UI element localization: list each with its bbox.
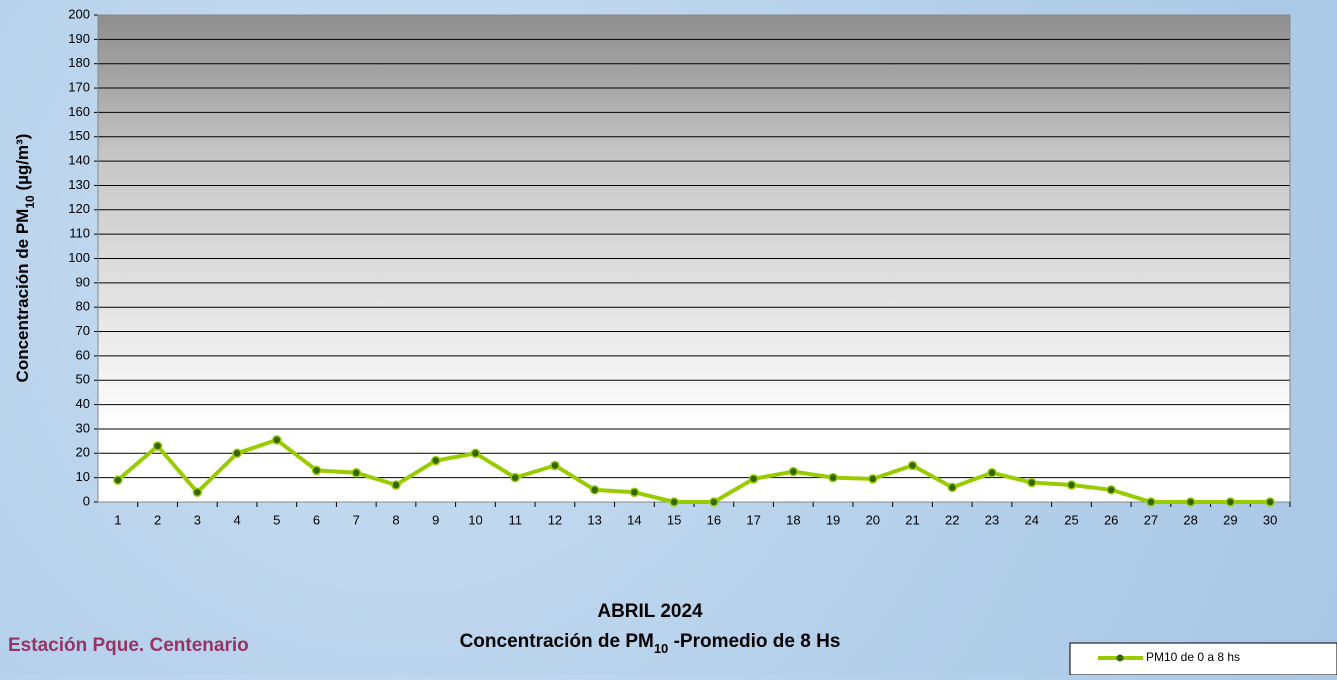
x-tick-label: 18 bbox=[786, 512, 800, 527]
x-tick-label: 15 bbox=[667, 512, 681, 527]
y-tick-label: 0 bbox=[83, 493, 90, 508]
point bbox=[232, 448, 242, 459]
point bbox=[1225, 497, 1236, 507]
x-tick-label: 9 bbox=[432, 512, 439, 527]
point bbox=[152, 441, 163, 451]
point bbox=[351, 468, 362, 478]
point bbox=[550, 460, 560, 471]
point bbox=[589, 485, 600, 495]
x-tick-label: 5 bbox=[273, 512, 280, 527]
point bbox=[868, 474, 878, 484]
x-tick-label: 20 bbox=[866, 512, 880, 527]
point bbox=[907, 460, 918, 471]
x-tick-label: 7 bbox=[353, 512, 360, 527]
x-tick-label: 2 bbox=[154, 512, 161, 527]
point bbox=[1106, 485, 1116, 495]
subtitle-part: -Promedio de 8 Hs bbox=[668, 631, 840, 652]
y-tick-label: 110 bbox=[69, 226, 90, 241]
y-tick-label: 60 bbox=[76, 347, 90, 362]
x-tick-label: 29 bbox=[1223, 512, 1237, 527]
x-tick-label: 28 bbox=[1183, 512, 1197, 527]
y-tick-label: 120 bbox=[68, 201, 90, 216]
point bbox=[748, 474, 759, 484]
y-tick-label: 200 bbox=[68, 6, 90, 21]
x-tick-label: 8 bbox=[392, 512, 399, 527]
y-tick-label: 130 bbox=[68, 177, 90, 192]
x-tick-label: 6 bbox=[313, 512, 320, 527]
point bbox=[1185, 497, 1196, 507]
annotation: Estación Pque. Centenario bbox=[8, 635, 249, 656]
subtitle-part: Concentración de PM bbox=[460, 631, 654, 652]
x-tick-label: 26 bbox=[1104, 512, 1118, 527]
point bbox=[947, 482, 958, 493]
y-tick-label: 150 bbox=[68, 128, 90, 143]
y-tick-label: 90 bbox=[76, 274, 90, 289]
legend-label: PM10 de 0 a 8 hs bbox=[1146, 650, 1240, 664]
x-tick-label: 14 bbox=[627, 512, 641, 527]
y-tick-label: 140 bbox=[68, 153, 90, 168]
point bbox=[510, 472, 520, 483]
point bbox=[788, 466, 799, 477]
point bbox=[987, 468, 997, 478]
point bbox=[113, 475, 123, 485]
point bbox=[311, 465, 322, 476]
x-tick-label: 4 bbox=[233, 512, 240, 527]
point bbox=[709, 497, 719, 507]
x-tick-label: 10 bbox=[468, 512, 482, 527]
y-tick-label: 40 bbox=[76, 396, 90, 411]
chart-title: ABRIL 2024 bbox=[597, 601, 703, 622]
y-tick-label: 30 bbox=[76, 420, 90, 435]
legend-marker bbox=[1116, 654, 1124, 662]
point bbox=[272, 435, 282, 445]
x-tick-label: 12 bbox=[548, 512, 562, 527]
subtitle-part: 10 bbox=[654, 641, 668, 656]
x-tick-label: 30 bbox=[1263, 512, 1277, 527]
y-tick-label: 180 bbox=[68, 55, 90, 70]
y-tick-label: 20 bbox=[76, 445, 90, 460]
x-tick-label: 24 bbox=[1024, 512, 1038, 527]
x-tick-label: 23 bbox=[985, 512, 999, 527]
point bbox=[1066, 480, 1077, 490]
point bbox=[1026, 477, 1037, 488]
x-tick-label: 25 bbox=[1064, 512, 1078, 527]
x-tick-label: 22 bbox=[945, 512, 959, 527]
point bbox=[391, 480, 401, 490]
ylabel-part: Concentración de PM bbox=[13, 209, 32, 383]
x-tick-label: 16 bbox=[707, 512, 721, 527]
y-tick-label: 10 bbox=[76, 469, 90, 484]
x-tick-label: 1 bbox=[114, 512, 121, 527]
line-series bbox=[116, 437, 1271, 504]
point bbox=[192, 487, 203, 498]
chart-subtitle: Concentración de PM10 -Promedio de 8 Hs bbox=[460, 631, 841, 656]
y-tick-label: 160 bbox=[68, 104, 90, 119]
y-tick-label: 80 bbox=[76, 299, 90, 314]
x-tick-label: 3 bbox=[194, 512, 201, 527]
y-tick-label: 100 bbox=[68, 250, 90, 265]
point bbox=[669, 497, 679, 507]
point bbox=[470, 448, 481, 459]
y-tick-label: 50 bbox=[76, 372, 90, 387]
x-tick-label: 17 bbox=[746, 512, 760, 527]
ylabel-part: (µg/m³) bbox=[13, 134, 32, 196]
point bbox=[828, 472, 838, 483]
x-tick-label: 19 bbox=[826, 512, 840, 527]
point bbox=[629, 487, 640, 498]
y-axis-label: Concentración de PM10 (µg/m³) bbox=[13, 134, 37, 383]
point bbox=[1265, 497, 1275, 507]
x-tick-label: 13 bbox=[587, 512, 601, 527]
ylabel-part: 10 bbox=[23, 195, 37, 209]
y-tick-label: 70 bbox=[76, 323, 90, 338]
x-tick-label: 11 bbox=[508, 512, 522, 527]
point bbox=[430, 455, 441, 466]
y-tick-label: 170 bbox=[68, 79, 90, 94]
x-tick-label: 21 bbox=[905, 512, 919, 527]
point bbox=[1146, 497, 1156, 507]
x-tick-label: 27 bbox=[1144, 512, 1158, 527]
y-tick-label: 190 bbox=[68, 31, 90, 46]
